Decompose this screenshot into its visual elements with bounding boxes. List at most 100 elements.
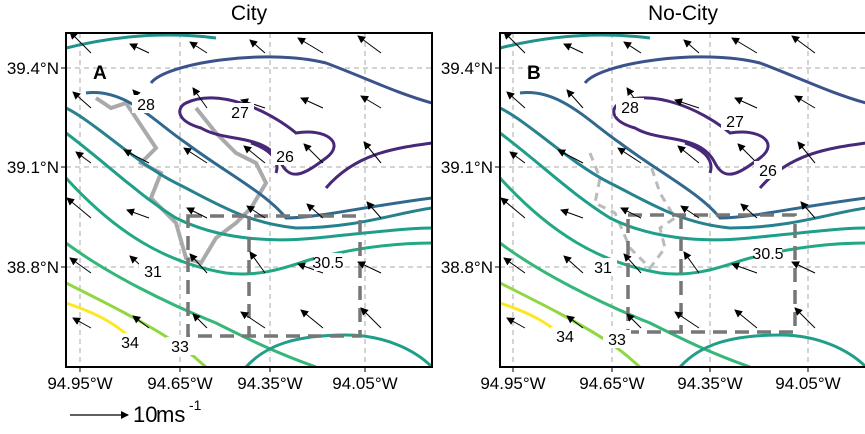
- wind-arrow: [500, 197, 526, 219]
- study-box: [626, 213, 797, 334]
- wind-arrow: [249, 251, 266, 274]
- lat-label: 38.8°N: [441, 258, 493, 277]
- wind-arrow: [563, 43, 584, 54]
- contour-line: [500, 106, 865, 230]
- wind-arrow: [557, 149, 584, 164]
- wind-arrow: [563, 255, 584, 274]
- lon-label: 94.65°W: [579, 374, 644, 393]
- wind-arrow: [503, 257, 526, 274]
- contour-line: [500, 281, 641, 367]
- map-content: 28 27 26 31 30.5 34 33: [66, 33, 432, 367]
- label-bg: [132, 95, 160, 113]
- wind-arrow: [791, 261, 816, 274]
- scale-exponent: -1: [189, 397, 202, 413]
- lat-label: 38.8°N: [7, 258, 59, 277]
- wind-arrow: [620, 207, 642, 219]
- wind-arrow: [503, 33, 526, 54]
- wind-arrow: [734, 309, 758, 329]
- contour-label: 33: [608, 332, 626, 349]
- wind-arrow: [192, 313, 208, 329]
- map-panel: 28 27 26 31 30.5 34 33 B 39.4°N 39.1°N 38.8°N 94.95…: [441, 32, 865, 393]
- label-bg: [551, 327, 579, 345]
- contour-line: [500, 131, 865, 242]
- wind-arrow: [69, 33, 92, 54]
- contour-label: 30.5: [312, 255, 343, 272]
- wind-arrow: [72, 317, 92, 329]
- label-bg: [616, 98, 644, 116]
- wind-arrow: [246, 205, 266, 219]
- contour-line: [149, 55, 432, 105]
- wind-arrow: [794, 307, 816, 329]
- county-outline: [588, 152, 678, 271]
- label-bg: [116, 333, 144, 351]
- contour-label: 31: [144, 264, 162, 281]
- wind-arrow: [683, 39, 700, 54]
- wind-arrow: [126, 208, 150, 219]
- study-box: [186, 214, 362, 338]
- lat-label: 39.1°N: [7, 158, 59, 177]
- wind-arrow: [791, 35, 816, 54]
- contour-line: [583, 55, 865, 105]
- wind-arrow: [357, 261, 382, 274]
- wind-arrow: [183, 147, 208, 164]
- contour-line: [684, 141, 713, 174]
- lat-label: 39.4°N: [7, 59, 59, 78]
- wind-arrow: [249, 39, 266, 54]
- wind-arrow: [357, 35, 382, 54]
- lon-label: 94.05°W: [775, 374, 840, 393]
- contour-label: 27: [231, 105, 249, 122]
- lat-label: 39.1°N: [441, 158, 493, 177]
- contour-line: [519, 91, 865, 220]
- wind-arrow: [731, 262, 758, 274]
- wind-arrow: [189, 253, 208, 274]
- wind-arrow: [794, 95, 816, 109]
- contour-label: 33: [171, 339, 189, 356]
- panel-letter: B: [527, 63, 541, 84]
- wind-arrow: [566, 315, 584, 329]
- scale-unit: ms: [156, 402, 185, 427]
- panel-letter: A: [93, 63, 107, 84]
- lon-label: 94.95°W: [47, 374, 112, 393]
- wind-arrow: [66, 197, 92, 219]
- wind-arrow: [740, 203, 758, 219]
- wind-arrow: [797, 141, 816, 164]
- wind-arrow: [303, 143, 324, 164]
- wind-arrow: [72, 91, 92, 109]
- wind-arrow: [363, 141, 382, 164]
- label-bg: [589, 258, 617, 276]
- wind-arrow: [509, 151, 526, 164]
- wind-arrow: [69, 257, 92, 274]
- label-bg: [754, 161, 782, 179]
- contour-label: 28: [621, 100, 639, 117]
- wind-arrow: [683, 251, 700, 274]
- label-bg: [139, 262, 167, 280]
- lon-label: 94.35°W: [237, 374, 302, 393]
- wind-arrow: [132, 315, 150, 329]
- wind-arrow: [623, 41, 642, 54]
- lon-label: 94.35°W: [677, 374, 742, 393]
- map-content: 28 27 26 31 30.5 34 33: [500, 33, 865, 367]
- wind-arrow: [300, 309, 324, 329]
- contour-line: [66, 106, 432, 230]
- contour-line: [244, 333, 432, 367]
- contour-line: [324, 141, 432, 189]
- label-bg: [754, 244, 782, 262]
- label-bg: [314, 253, 342, 271]
- wind-arrow: [674, 311, 700, 329]
- wind-arrow: [243, 145, 266, 164]
- contour-line: [678, 333, 865, 367]
- lon-label: 94.65°W: [147, 374, 212, 393]
- map-frame: [65, 32, 433, 368]
- scale-legend: 10 ms -1: [70, 397, 202, 427]
- label-bg: [226, 103, 254, 121]
- contour-line: [66, 241, 317, 367]
- wind-arrow: [677, 145, 700, 164]
- lon-label: 94.95°W: [480, 374, 545, 393]
- wind-arrow: [360, 307, 382, 329]
- wind-arrow: [297, 37, 324, 54]
- wind-arrow: [240, 311, 266, 329]
- contour-line: [66, 33, 217, 50]
- contour-label: 30.5: [752, 246, 783, 263]
- panel-title: City: [231, 2, 268, 25]
